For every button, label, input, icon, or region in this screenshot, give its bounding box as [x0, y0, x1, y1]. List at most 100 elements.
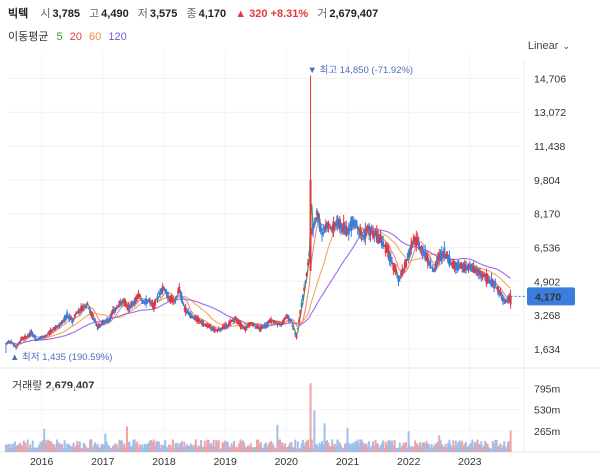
volume-bar — [312, 448, 315, 452]
candle-body — [113, 309, 116, 312]
candle-body — [182, 302, 185, 305]
candle-body — [324, 223, 327, 229]
candle-body — [495, 286, 498, 290]
candle-body — [266, 322, 269, 327]
candle-body — [273, 321, 276, 323]
candle-body — [484, 278, 487, 280]
volume-bar — [452, 440, 455, 452]
candle-body — [408, 248, 411, 256]
candle-body — [448, 256, 451, 266]
candle-body — [458, 264, 461, 266]
volume-bar — [34, 447, 37, 452]
candle-body — [270, 318, 273, 323]
candle-body — [212, 328, 215, 332]
volume-bar — [30, 448, 33, 452]
candle-body — [140, 299, 143, 301]
volume-bar — [147, 442, 150, 452]
scale-toggle-button[interactable]: Linear ⌄ — [528, 40, 570, 52]
candle-body — [498, 291, 501, 295]
candle-body — [465, 266, 468, 270]
candle-body — [108, 319, 111, 321]
candle-body — [110, 312, 113, 316]
volume-bar — [314, 443, 317, 452]
volume-bar — [301, 439, 304, 452]
volume-bar — [112, 445, 115, 452]
volume-bar — [315, 444, 318, 452]
volume-bar — [16, 444, 19, 452]
volume-bar — [329, 446, 332, 452]
volume-bar — [160, 444, 163, 452]
volume-bar — [227, 446, 230, 452]
volume-bar — [442, 446, 445, 452]
volume-bar — [289, 442, 292, 452]
candle-body — [438, 253, 441, 260]
volume-bar — [459, 443, 462, 452]
volume-bar — [114, 443, 117, 452]
candle-body — [154, 299, 157, 306]
candle-body — [374, 232, 377, 235]
volume-bar — [264, 442, 267, 452]
volume-bar — [105, 441, 108, 452]
volume-bar — [192, 446, 195, 452]
candle-body — [57, 325, 60, 327]
candle-body — [12, 343, 15, 346]
candle-body — [10, 341, 13, 343]
volume-bar — [241, 440, 244, 452]
candle-body — [378, 237, 381, 243]
ma120-legend: 120 — [108, 31, 127, 43]
candle-body — [421, 246, 424, 256]
volume-bar — [252, 447, 255, 452]
volume-bar — [110, 447, 113, 452]
volume-bar — [466, 447, 469, 452]
volume-bar — [370, 445, 373, 452]
candle-body — [278, 324, 281, 326]
candle-body — [69, 316, 72, 320]
volume-bar — [407, 431, 410, 452]
volume-bar — [141, 444, 144, 452]
candle-body — [508, 295, 511, 301]
candle-body — [27, 334, 30, 338]
candle-body — [220, 327, 223, 330]
candle-body — [64, 315, 67, 319]
candle-body — [48, 331, 51, 335]
candle-body — [476, 269, 479, 274]
volume-bar — [487, 447, 490, 452]
candle-body — [357, 229, 360, 231]
open-value: 3,785 — [52, 8, 80, 20]
volume-bar — [422, 442, 425, 452]
low-marker-label: ▲ 최저 1,435 (190.59%) — [10, 352, 112, 363]
x-tick-label: 2020 — [275, 456, 299, 468]
open-label: 시 — [40, 8, 51, 20]
volume-bar — [41, 440, 44, 452]
candle-body — [361, 238, 364, 240]
candle-body — [394, 268, 397, 275]
candle-body — [157, 293, 160, 295]
candle-body — [434, 264, 437, 270]
moving-average-legend[interactable]: 이동평균 5 20 60 120 — [8, 28, 127, 44]
volume-bar — [220, 448, 223, 452]
volume-bar — [59, 444, 62, 452]
volume-bar — [369, 448, 372, 452]
candle-body — [287, 318, 290, 322]
candle-body — [162, 287, 165, 290]
candle-body — [284, 317, 287, 320]
volume-bar — [249, 443, 252, 452]
candle-body — [345, 226, 348, 236]
candle-body — [398, 275, 401, 277]
candle-body — [309, 179, 312, 271]
candle-body — [148, 300, 151, 304]
volume-bar — [477, 444, 480, 452]
volume-bar — [21, 446, 24, 452]
volume-bar — [379, 445, 382, 452]
volume-bar — [336, 439, 339, 452]
candle-body — [318, 219, 321, 228]
candle-body — [35, 339, 38, 341]
candle-body — [54, 325, 57, 329]
volume-bar — [154, 446, 157, 452]
candle-body — [94, 319, 97, 323]
volume-bar — [503, 441, 506, 452]
volume-bar — [343, 443, 346, 452]
volume-panel-value: 2,679,407 — [45, 380, 95, 392]
volume-bar — [386, 445, 389, 452]
